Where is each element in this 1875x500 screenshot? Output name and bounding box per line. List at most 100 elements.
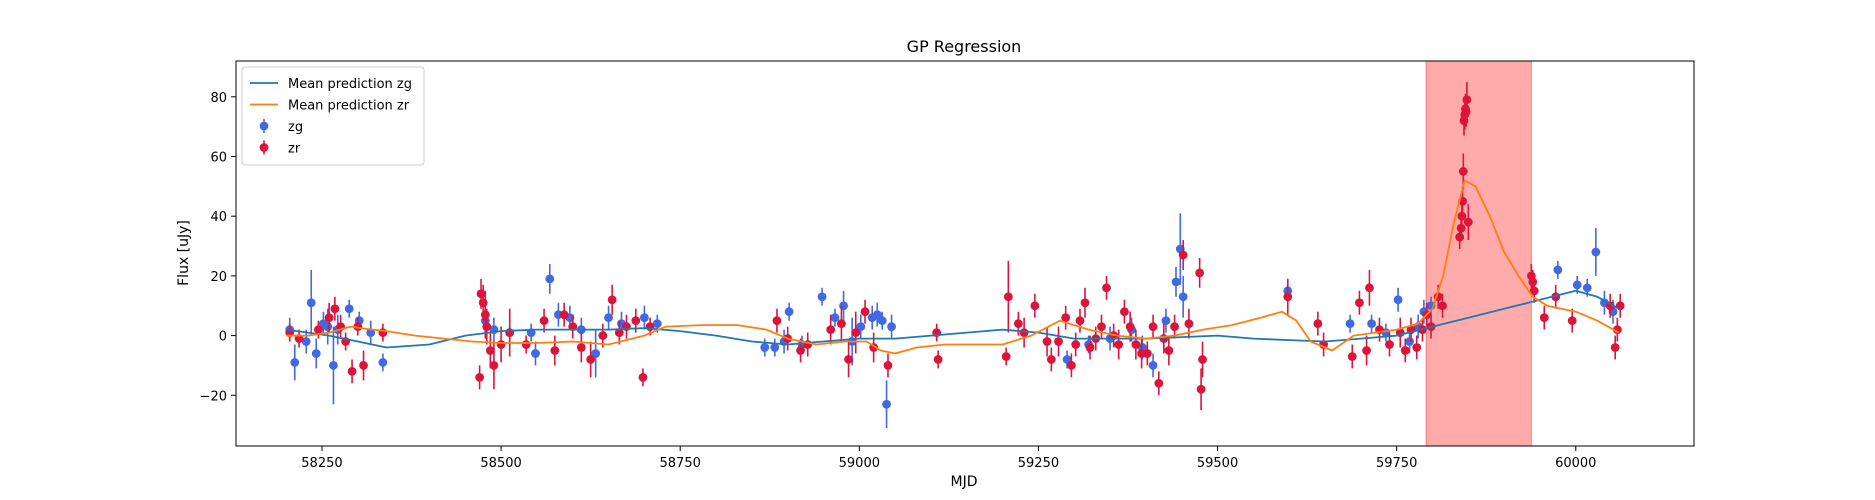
point-zg (1171, 266, 1181, 297)
marker-zr (860, 307, 870, 317)
marker-zr (347, 366, 357, 376)
point-zr (1365, 269, 1374, 306)
y-tick-label: 40 (210, 210, 227, 225)
marker-zr (1462, 95, 1472, 105)
point-zr (485, 332, 495, 369)
marker-zg (1171, 277, 1181, 287)
x-tick-label: 59500 (1197, 456, 1238, 471)
marker-zg (531, 349, 540, 358)
point-zr (1164, 335, 1174, 366)
marker-zg (378, 358, 388, 367)
point-zr (550, 335, 560, 366)
point-zr (1170, 314, 1179, 339)
point-zr (1355, 290, 1364, 315)
marker-zr (844, 355, 853, 364)
point-zg (1148, 353, 1158, 378)
marker-zr (1114, 340, 1124, 349)
marker-zr (631, 316, 641, 326)
point-zr (1085, 335, 1095, 360)
marker-zr (480, 310, 490, 320)
point-zr (1061, 305, 1071, 330)
marker-zr (1365, 283, 1374, 293)
point-zg (591, 329, 601, 378)
marker-zg (1345, 319, 1355, 329)
point-zr (1184, 308, 1194, 339)
point-zr (489, 341, 499, 390)
y-tick-label: 20 (210, 270, 227, 285)
y-tick: 20 (210, 270, 236, 285)
point-zr (1400, 338, 1410, 363)
point-zr (313, 320, 323, 339)
point-zg (1367, 314, 1376, 333)
legend-label: zg (288, 120, 303, 135)
legend-label: Mean prediction zg (288, 77, 412, 92)
point-zr (330, 296, 340, 321)
marker-zr (539, 316, 549, 326)
y-tick: 40 (210, 210, 236, 225)
legend-entry-zg: zg (259, 119, 303, 135)
point-zg (882, 380, 891, 429)
y-tick-label: 0 (219, 330, 227, 345)
marker-zr (1102, 283, 1111, 293)
point-zr (837, 305, 846, 342)
marker-zr (478, 298, 488, 308)
marker-zg (1148, 361, 1158, 370)
series-zr (285, 81, 1625, 411)
point-zg (1553, 260, 1563, 279)
marker-zr (1195, 268, 1205, 278)
point-zr (576, 332, 586, 363)
marker-zr (475, 372, 484, 382)
point-zr (1529, 278, 1539, 303)
marker-zr (1196, 384, 1206, 394)
point-zr (1196, 368, 1206, 411)
point-zg (604, 305, 613, 330)
point-zr (1071, 332, 1081, 357)
marker-zr (1567, 316, 1577, 326)
marker-zr (1539, 313, 1549, 323)
marker-zr (1003, 292, 1013, 302)
x-tick-label: 58250 (301, 456, 342, 471)
point-zg (378, 353, 388, 372)
marker-zr (1019, 328, 1029, 337)
x-tick: 58500 (480, 446, 522, 471)
marker-zr (330, 304, 340, 314)
point-zr (1142, 341, 1152, 366)
point-zg (817, 287, 827, 306)
marker-zr (1030, 301, 1040, 311)
point-zr (860, 299, 870, 324)
point-zr (1539, 305, 1549, 330)
x-tick: 59000 (839, 446, 880, 471)
marker-zg (1591, 247, 1601, 257)
marker-zg (1582, 283, 1592, 293)
marker-zg (1178, 292, 1188, 302)
marker-zr (1131, 340, 1141, 349)
marker-zr (1013, 319, 1023, 329)
marker-zr (324, 313, 334, 323)
marker-zg (877, 316, 887, 326)
point-zr (933, 350, 943, 369)
point-zr (1283, 278, 1293, 315)
line-mean-prediction-zg (286, 289, 1620, 349)
marker-zr (598, 331, 608, 340)
point-zr (1102, 275, 1111, 300)
marker-zr (1148, 322, 1158, 332)
marker-zr (1178, 250, 1188, 260)
marker-zr (576, 343, 586, 352)
x-axis-ticks: 58250 58500 58750 59000 59250 59500 59750 60000 (301, 446, 1596, 471)
point-zr (1120, 299, 1129, 324)
point-zr (1362, 335, 1371, 366)
point-zr (1178, 240, 1188, 270)
marker-zr (796, 346, 805, 355)
marker-zr (1313, 319, 1323, 329)
x-tick-label: 59000 (839, 456, 880, 471)
marker-zr (1355, 298, 1364, 308)
marker-zg (1553, 265, 1563, 275)
legend-entry-mean-prediction-zr: Mean prediction zr (250, 99, 410, 114)
point-zr (607, 284, 617, 315)
point-zg (872, 302, 882, 327)
x-tick: 59500 (1197, 446, 1238, 471)
marker-zr (1080, 298, 1090, 308)
marker-zr (1085, 343, 1095, 352)
marker-zg (329, 361, 338, 370)
marker-zr (1400, 346, 1410, 355)
